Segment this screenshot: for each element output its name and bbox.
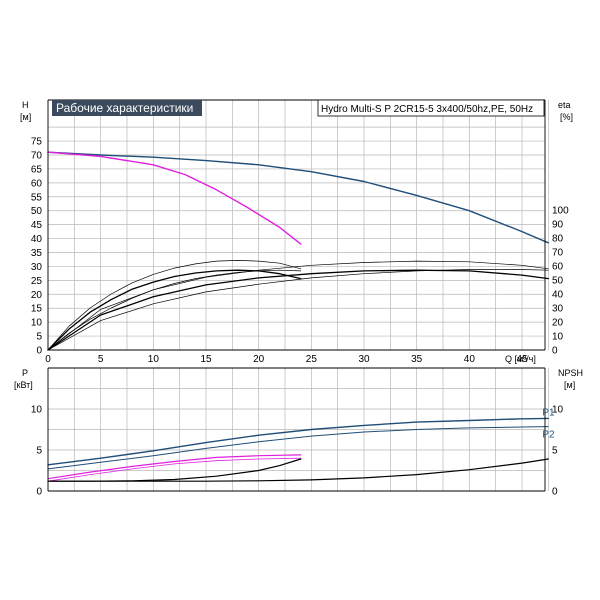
y-tick-label: 5 [36, 446, 42, 457]
y2-axis-label-npsh-line2: [м] [564, 380, 575, 390]
upper-tick-labels: 0 5 10 15 20 25 30 35 40 450510152025303540455055… [31, 137, 569, 365]
y-tick-label: 30 [31, 262, 43, 273]
y-tick-label: 5 [36, 332, 42, 343]
chart-title: Рабочие характеристики [56, 101, 193, 115]
y-tick-label: 10 [31, 405, 43, 416]
efficiency-curve [47, 269, 302, 351]
y-tick-label: 40 [31, 234, 43, 245]
subtitle-box [317, 99, 545, 117]
upper-curves [47, 151, 549, 351]
power-curve [47, 417, 549, 466]
x-tick-label: 40 [464, 354, 476, 365]
power-curve [47, 426, 549, 470]
power-curve [47, 457, 302, 482]
npsh-curve [47, 458, 549, 482]
x-tick-label: 35 [411, 354, 423, 365]
y2-tick-label: 60 [552, 262, 564, 273]
y-tick-label: 10 [31, 318, 43, 329]
efficiency-curve [47, 260, 302, 351]
y2-tick-label: 0 [552, 346, 558, 357]
npsh-curve [47, 458, 302, 482]
series-label-p2: P2 [542, 430, 555, 441]
y-tick-label: 20 [31, 290, 43, 301]
y-tick-label: 0 [36, 487, 42, 498]
lower-series-labels: P1 P2 [542, 407, 555, 440]
y-axis-label-h: H [м] [20, 100, 31, 122]
x-tick-label: 30 [358, 354, 370, 365]
y-tick-label: 55 [31, 192, 43, 203]
lower-axis [47, 367, 546, 492]
y2-tick-label: 5 [552, 446, 558, 457]
x-axis-label: Q [м³/ч] [505, 354, 536, 364]
y-tick-label: 35 [31, 248, 43, 259]
lower-curves [47, 417, 549, 482]
y-axis-label-p: P [кВт] [14, 368, 33, 390]
y2-axis-label-eta: eta [%] [558, 100, 573, 122]
efficiency-curve [47, 260, 549, 351]
y2-tick-label: 10 [552, 332, 564, 343]
y2-tick-label: 70 [552, 248, 564, 259]
y2-tick-label: 100 [552, 206, 569, 217]
series-label-p1: P1 [542, 407, 555, 418]
x-tick-label: 15 [200, 354, 212, 365]
x-tick-label: 20 [253, 354, 265, 365]
y-tick-label: 60 [31, 178, 43, 189]
x-tick-label: 0 [45, 354, 51, 365]
y-tick-label: 15 [31, 304, 43, 315]
y2-tick-label: 10 [552, 405, 564, 416]
y-axis-label-p-line2: [кВт] [14, 380, 33, 390]
x-tick-label: 45 [516, 354, 528, 365]
title-box [52, 100, 202, 116]
efficiency-curve [47, 269, 549, 351]
chart-subtitle: Hydro Multi-S P 2CR15-5 3x400/50hz,PE, 5… [321, 104, 533, 115]
y-tick-label: 45 [31, 220, 43, 231]
y2-axis-label-npsh-line1: NPSH [558, 368, 583, 378]
y2-tick-label: 0 [552, 487, 558, 498]
y2-tick-label: 90 [552, 220, 564, 231]
x-tick-label: 10 [148, 354, 160, 365]
lower-chart-panel: 0 5 10 0 5 10 P1 P2 P [кВт] NPSH [м] [14, 367, 586, 498]
y-tick-label: 65 [31, 164, 43, 175]
x-tick-label: 25 [306, 354, 318, 365]
efficiency-curve [47, 269, 302, 351]
y-tick-label: 75 [31, 137, 43, 148]
y-axis-label-h-line1: H [22, 100, 29, 110]
y2-tick-label: 80 [552, 234, 564, 245]
y2-axis-label-eta-line2: [%] [560, 112, 573, 122]
y-axis-label-p-line1: P [22, 368, 28, 378]
upper-axis [47, 99, 546, 351]
y-tick-label: 0 [36, 346, 42, 357]
y-tick-label: 70 [31, 151, 43, 162]
power-curve [47, 454, 302, 480]
head-curve [47, 151, 302, 245]
x-tick-label: 5 [98, 354, 104, 365]
upper-grid [47, 100, 549, 351]
head-curve [47, 151, 549, 244]
y-axis-label-h-line2: [м] [20, 112, 31, 122]
y-tick-label: 50 [31, 206, 43, 217]
y2-tick-label: 50 [552, 276, 564, 287]
efficiency-curve [47, 269, 549, 351]
y2-tick-label: 30 [552, 304, 564, 315]
y2-tick-label: 40 [552, 290, 564, 301]
lower-grid [47, 368, 549, 492]
y-tick-label: 25 [31, 276, 43, 287]
y2-axis-label-npsh: NPSH [м] [558, 368, 586, 390]
lower-tick-labels: 0 5 10 0 5 10 [31, 405, 564, 498]
upper-chart-panel: 0 5 10 15 20 25 30 35 40 450510152025303540455055… [20, 99, 573, 365]
y2-tick-label: 20 [552, 318, 564, 329]
y2-axis-label-eta-line1: eta [558, 100, 571, 110]
